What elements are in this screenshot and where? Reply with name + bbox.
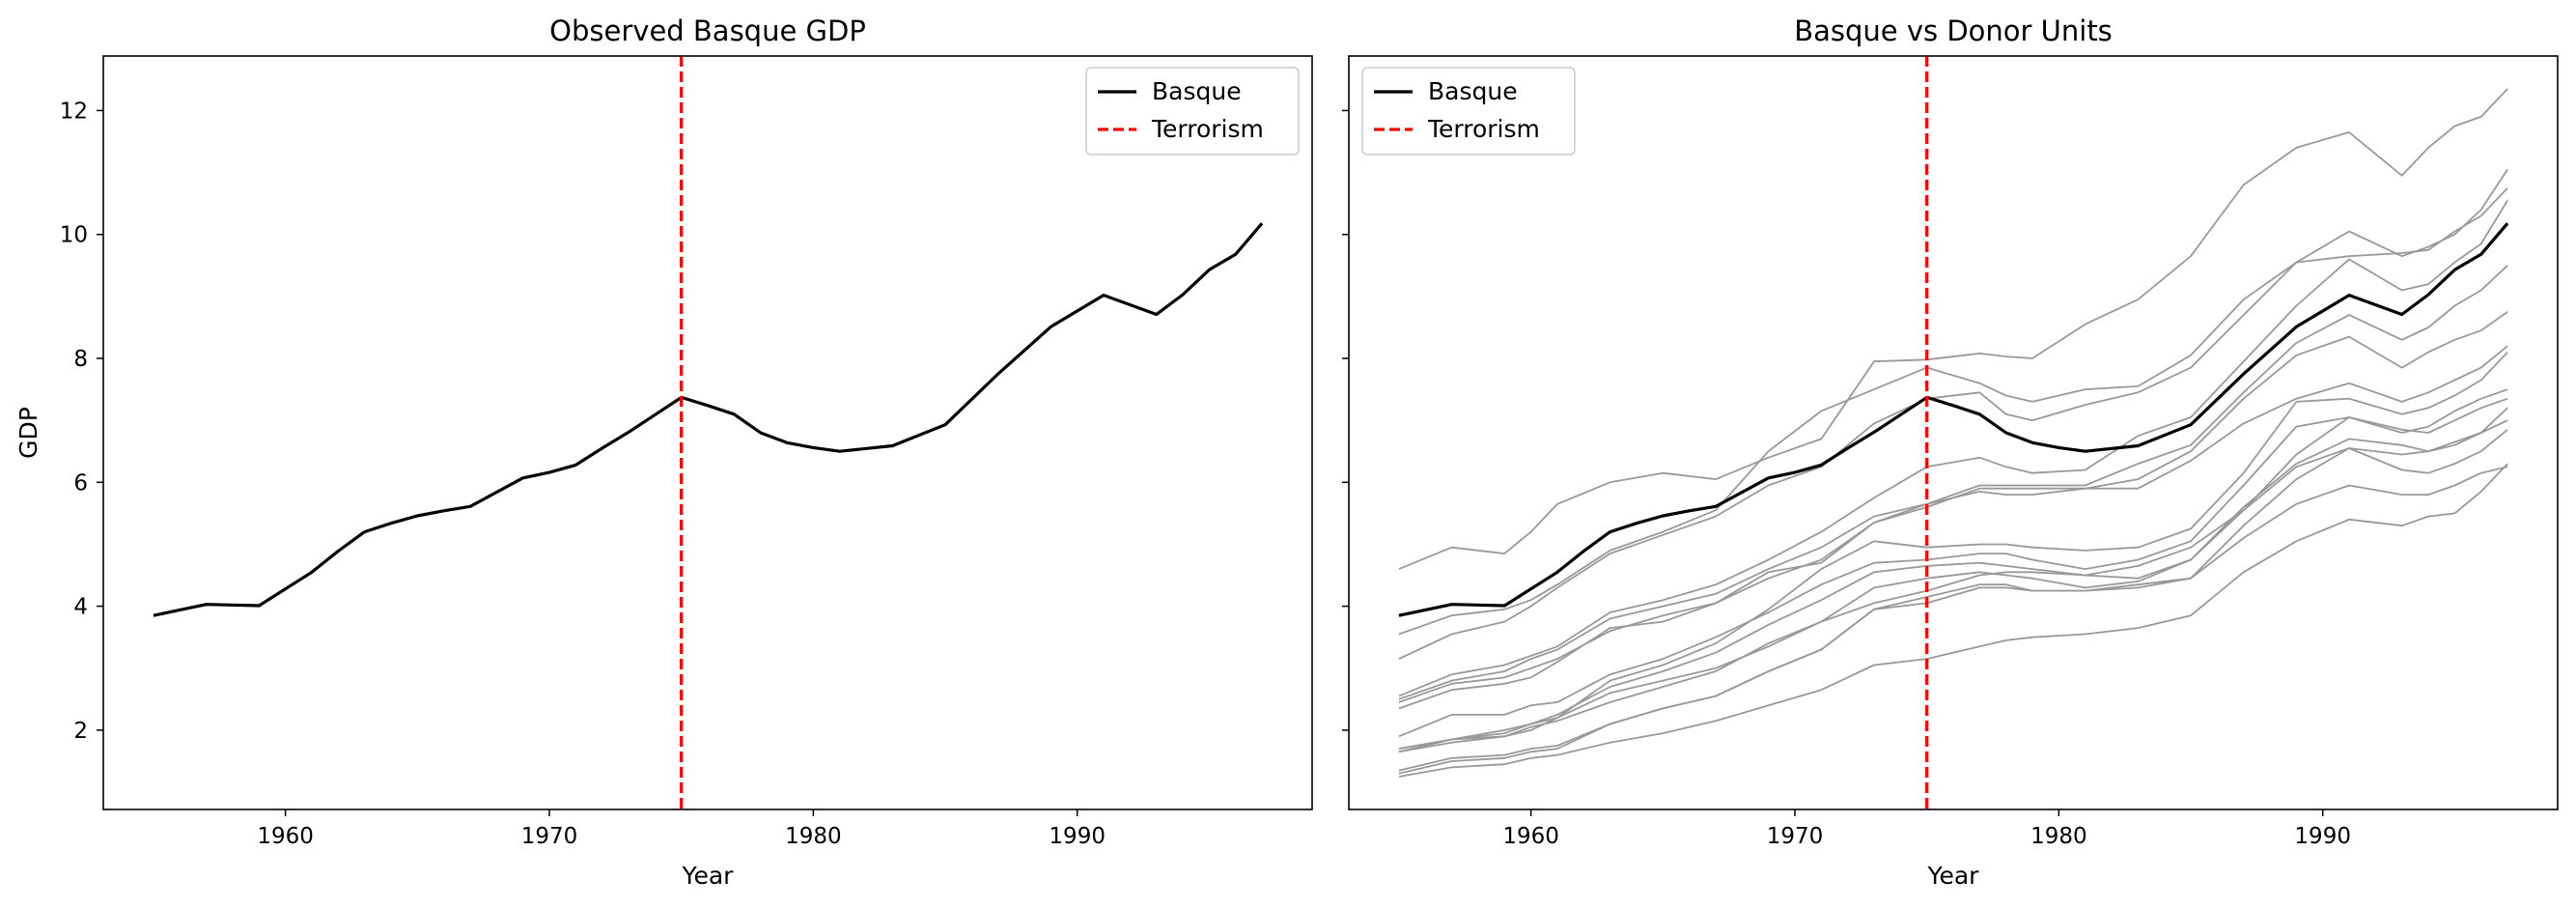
legend-box: [1361, 67, 1576, 156]
x-axis-label: Year: [1927, 862, 1980, 890]
y-tick-label: 2: [73, 719, 88, 744]
plot-area: [153, 56, 1264, 809]
donor-line: [1398, 407, 2508, 753]
legend: Basque Terrorism: [1361, 67, 1576, 156]
x-tick-label: 1980: [2030, 824, 2087, 849]
donor-line: [1398, 311, 2508, 703]
donor-line: [1398, 397, 2508, 750]
x-tick-label: 1990: [1049, 824, 1106, 849]
donor-line: [1398, 463, 2508, 778]
donor-line: [1398, 351, 2508, 750]
donor-line: [1398, 388, 2508, 738]
y-tick-label: 8: [73, 347, 88, 372]
donor-line: [1398, 200, 2508, 697]
legend-box: [1085, 67, 1300, 156]
donor-line: [1398, 168, 2508, 636]
chart-title: Observed Basque GDP: [549, 14, 866, 47]
legend-label-terrorism: Terrorism: [1427, 115, 1540, 143]
chart-panel-2: Basque vs Donor Units 1960 1970 1980 1990 Yea…: [1342, 14, 2559, 890]
donor-line: [1398, 186, 2508, 660]
axes-frame: [102, 55, 1313, 810]
donor-line: [1398, 345, 2508, 710]
donor-line: [1398, 265, 2508, 700]
plot-area: [1398, 56, 2509, 809]
legend-label-basque: Basque: [1152, 77, 1242, 105]
x-tick-label: 1960: [1502, 824, 1559, 849]
y-axis-label: GDP: [14, 407, 42, 459]
legend: Basque Terrorism: [1085, 67, 1300, 156]
y-tick-label: 10: [60, 223, 88, 248]
legend-label-terrorism: Terrorism: [1151, 115, 1264, 143]
x-axis-label: Year: [682, 862, 735, 890]
basque-line: [153, 222, 1264, 617]
x-tick-label: 1960: [257, 824, 314, 849]
chart-title: Basque vs Donor Units: [1794, 14, 2113, 47]
basque-line: [1398, 222, 2509, 617]
x-tick-label: 1970: [1767, 824, 1824, 849]
x-tick-label: 1970: [521, 824, 578, 849]
donor-line: [1398, 88, 2508, 570]
donor-line: [1398, 466, 2508, 775]
y-tick-label: 6: [73, 470, 88, 496]
x-tick-label: 1990: [2294, 824, 2351, 849]
legend-label-basque: Basque: [1428, 77, 1518, 105]
y-tick-label: 4: [73, 595, 88, 620]
chart-panel-1: Observed Basque GDP 1960 1970 1980 1990 2 4 6 8 1…: [14, 14, 1313, 890]
x-tick-label: 1980: [785, 824, 842, 849]
axes-frame: [1348, 55, 2559, 810]
donor-line: [1398, 429, 2508, 772]
y-tick-label: 12: [60, 99, 88, 124]
